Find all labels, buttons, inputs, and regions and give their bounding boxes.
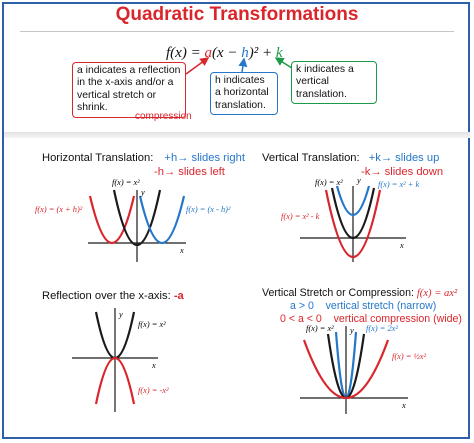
horizontal-heading-text: Horizontal Translation: xyxy=(42,152,154,164)
v-label-up: f(x) = x² + k xyxy=(378,180,420,189)
horizontal-minus: -h→ slides left xyxy=(154,166,225,178)
v-curve-parent xyxy=(330,187,376,239)
note-k-vertical: k indicates a vertical translation. xyxy=(291,61,377,105)
s-label-compress: f(x) = ½x² xyxy=(392,352,426,361)
reflection-a: -a xyxy=(173,290,184,302)
v-label-down: f(x) = x² - k xyxy=(281,212,320,221)
eq-h: h xyxy=(241,45,249,61)
vertical-heading-text: Vertical Translation: xyxy=(262,152,360,164)
vertical-heading: Vertical Translation: +k→ slides up xyxy=(262,152,439,164)
h-label-parent: f(x) = x² xyxy=(112,178,140,187)
horizontal-heading: Horizontal Translation: +h→ slides right xyxy=(42,152,245,164)
r-label-reflected: f(x) = -x² xyxy=(138,386,169,395)
note-h-horizontal: h indicates a horizontal translation. xyxy=(210,72,278,116)
s-label-y: y xyxy=(350,326,354,335)
eq-k: k xyxy=(275,45,283,61)
s-label-parent: f(x) = x² xyxy=(306,324,334,333)
v-label-parent: f(x) = x² xyxy=(315,178,343,187)
vertical-minus: -k→ slides down xyxy=(361,166,444,178)
note-a-reflection: a indicates a reflection in the x-axis a… xyxy=(72,62,186,118)
h-label-x: x xyxy=(180,246,184,255)
stretch-formula: f(x) = ax² xyxy=(416,288,458,299)
title-divider xyxy=(20,31,454,32)
s-label-stretch: f(x) = 2x² xyxy=(366,324,398,333)
r-curve-reflected xyxy=(94,356,136,405)
vertical-plus: +k→ slides up xyxy=(368,152,440,164)
arrow-h xyxy=(238,57,248,73)
h-label-left: f(x) = (x + h)² xyxy=(35,205,83,214)
v-curve-down xyxy=(324,189,382,258)
page-title: Quadratic Transformations xyxy=(115,4,359,25)
v-label-y: y xyxy=(357,176,361,185)
horizontal-plus: +h→ slides right xyxy=(164,152,245,164)
reflection-heading-text: Reflection over the x-axis: xyxy=(42,290,171,302)
arrow-a xyxy=(185,57,210,75)
v-label-x: x xyxy=(400,241,404,250)
eq-open: (x − xyxy=(211,45,242,61)
h-curve-right xyxy=(138,195,186,245)
h-label-right: f(x) = (x - h)² xyxy=(186,205,231,214)
stretch-heading: Vertical Stretch or Compression: f(x) = … xyxy=(262,287,457,299)
stretch-rule-2: 0 < a < 0 vertical compression (wide) xyxy=(280,313,462,325)
h-curve-left xyxy=(88,195,136,245)
r-label-parent: f(x) = x² xyxy=(138,320,166,329)
s-label-x: x xyxy=(402,401,406,410)
stretch-rule-1: a > 0 vertical stretch (narrow) xyxy=(290,300,437,312)
r-label-y: y xyxy=(119,310,123,319)
compression-label: compression xyxy=(135,111,192,122)
eq-a: a xyxy=(204,45,212,61)
eq-close: )² + xyxy=(248,45,276,61)
vertex-form-equation: f(x) = a(x − h)² + k xyxy=(166,45,283,62)
v-curve-up xyxy=(335,185,371,217)
eq-lhs: f(x) = xyxy=(166,45,205,61)
reflection-heading: Reflection over the x-axis: -a xyxy=(42,290,184,302)
h-label-y: y xyxy=(141,188,145,197)
r-label-x: x xyxy=(152,361,156,370)
s-curve-compress xyxy=(302,339,390,400)
section-separator xyxy=(4,132,470,138)
stretch-heading-text: Vertical Stretch or Compression: xyxy=(262,287,414,299)
h-curve-parent xyxy=(112,189,162,246)
